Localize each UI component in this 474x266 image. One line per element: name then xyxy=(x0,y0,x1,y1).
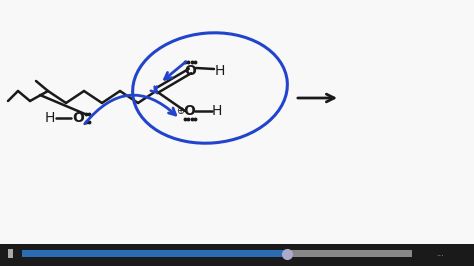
Bar xyxy=(22,250,412,257)
Text: H: H xyxy=(212,104,222,118)
Text: O: O xyxy=(184,64,196,78)
Bar xyxy=(22,250,287,257)
Bar xyxy=(0,244,474,266)
Text: H: H xyxy=(45,111,55,125)
Text: ⊕: ⊕ xyxy=(176,106,184,116)
Bar xyxy=(8,249,13,258)
Text: O: O xyxy=(183,104,195,118)
Text: H: H xyxy=(215,64,225,78)
Text: O: O xyxy=(72,111,84,125)
Text: ...: ... xyxy=(436,250,444,259)
